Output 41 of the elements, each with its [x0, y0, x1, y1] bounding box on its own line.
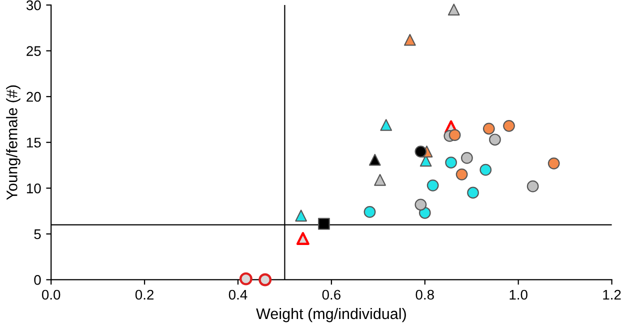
x-tick-label: 0.2	[135, 290, 154, 300]
x-tick-label: 1.0	[510, 290, 528, 300]
y-tick-label: 25	[26, 46, 41, 56]
point	[526, 180, 539, 192]
point	[295, 210, 307, 222]
point	[374, 174, 386, 186]
point	[482, 122, 495, 135]
point	[368, 154, 381, 166]
x-tick-label: 0.4	[228, 290, 248, 300]
x-tick-label: 0.8	[416, 290, 434, 300]
point	[380, 119, 392, 131]
point	[503, 120, 515, 132]
y-tick-label: 15	[26, 138, 41, 148]
y-tick-label: 20	[26, 92, 41, 102]
point	[318, 218, 330, 230]
point	[548, 158, 560, 170]
point	[364, 206, 376, 218]
point	[467, 186, 479, 199]
x-tick-label: 0.6	[322, 290, 340, 300]
point	[480, 164, 492, 176]
y-tick-label: 5	[34, 229, 41, 240]
point	[296, 232, 310, 246]
y-tick-label: 0	[34, 275, 41, 285]
point	[414, 146, 427, 158]
point	[404, 34, 416, 46]
x-axis-title: Weight (mg/individual)	[256, 308, 406, 322]
x-tick-label: 1.2	[603, 290, 621, 300]
point	[239, 272, 252, 286]
y-tick-label: 30	[26, 0, 41, 10]
point	[445, 156, 457, 168]
y-axis-title: Young/female (#)	[6, 85, 20, 200]
point	[258, 273, 272, 286]
y-tick-label: 10	[26, 183, 41, 194]
point	[426, 179, 439, 192]
point	[461, 152, 473, 164]
point	[414, 198, 427, 211]
point	[456, 168, 468, 180]
point	[448, 4, 460, 16]
point	[489, 134, 501, 146]
point	[448, 129, 461, 141]
x-tick-label: 0.0	[42, 290, 60, 300]
